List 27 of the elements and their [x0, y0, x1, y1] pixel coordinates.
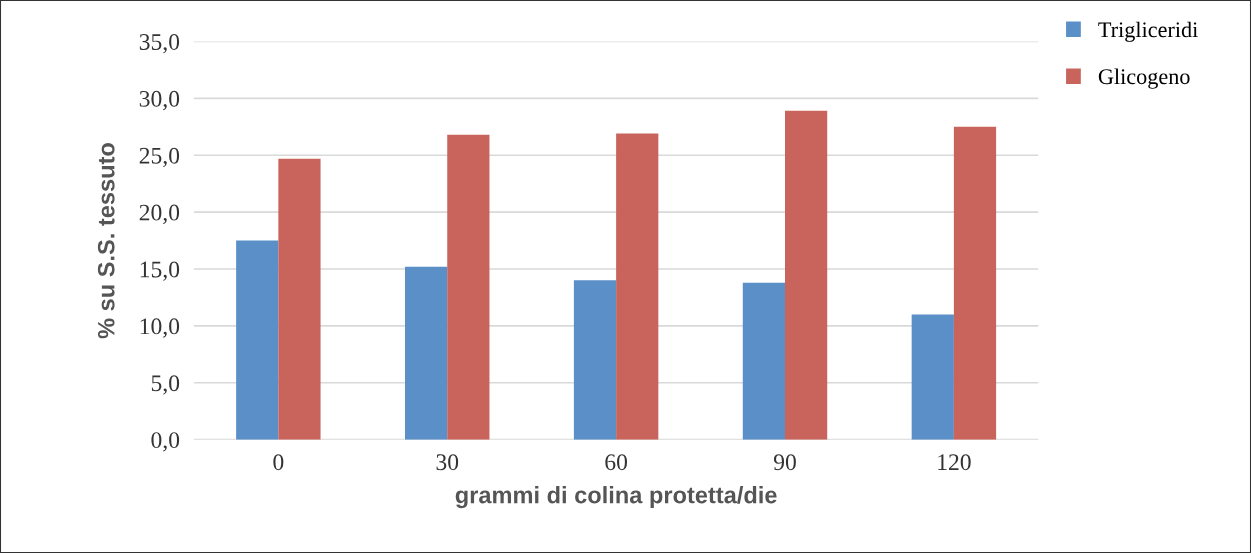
legend-label: Glicogeno [1098, 68, 1190, 89]
x-tick-label: 30 [436, 454, 459, 471]
bar [742, 282, 785, 440]
y-axis-title: % su S.S. tessuto [97, 143, 115, 339]
legend-label: Trigliceridi [1098, 21, 1198, 42]
bar [447, 134, 490, 440]
x-tick-label: 60 [605, 454, 628, 471]
y-tick-label: 10,0 [140, 318, 180, 338]
y-tick-label: 15,0 [140, 261, 180, 281]
x-tick-label: 0 [273, 454, 284, 471]
bar [573, 280, 617, 440]
y-tick-label: 0,0 [151, 432, 180, 452]
y-tick-label: 5,0 [151, 375, 180, 395]
bar [911, 314, 954, 440]
x-axis-title: grammi di colina protetta/die [455, 486, 777, 509]
y-tick-label: 20,0 [139, 204, 180, 224]
y-tick-label: 25,0 [139, 147, 180, 168]
y-tick-label: 35,0 [139, 33, 180, 54]
bar [405, 266, 448, 440]
x-tick-label: 120 [938, 454, 971, 471]
bar [785, 110, 828, 440]
bar [236, 240, 279, 440]
y-tick-label: 30,0 [139, 90, 180, 111]
bar [616, 133, 659, 440]
bar [953, 126, 997, 440]
bar [278, 158, 321, 440]
x-tick-label: 90 [773, 454, 796, 471]
